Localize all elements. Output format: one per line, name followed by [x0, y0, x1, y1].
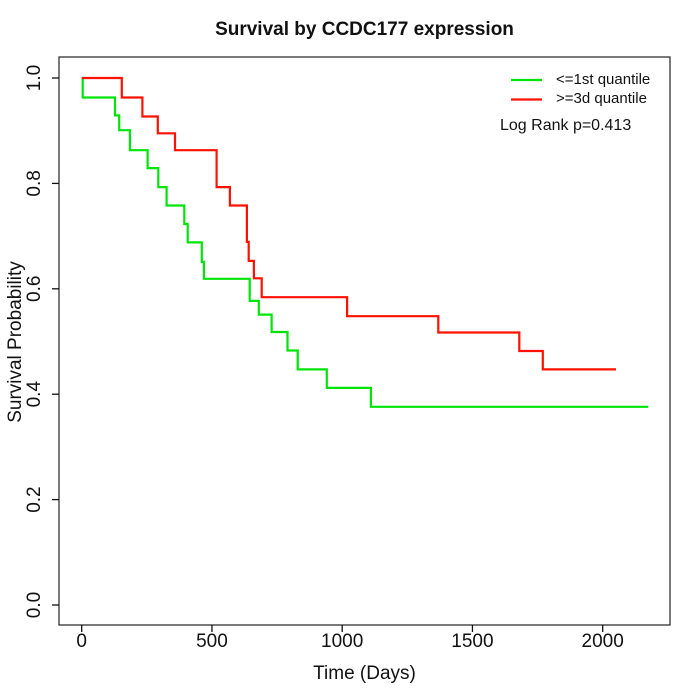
y-tick-label: 0.4	[24, 381, 45, 408]
x-axis-label: Time (Days)	[313, 663, 416, 684]
x-tick-label: 1000	[321, 631, 363, 652]
survival-curve-first-quantile	[81, 76, 649, 408]
y-tick-label: 0.2	[24, 486, 45, 512]
legend-label-third-quantile: >=3d quantile	[556, 90, 647, 107]
x-tick-label: 0	[76, 631, 87, 652]
chart-title: Survival by CCDC177 expression	[215, 19, 514, 40]
y-tick-label: 0.0	[24, 592, 45, 618]
plot-box	[58, 56, 671, 626]
y-tick-label: 0.8	[24, 170, 45, 196]
x-tick-label: 500	[196, 631, 228, 652]
x-tick-label: 1500	[451, 631, 493, 652]
legend-label-first-quantile: <=1st quantile	[556, 71, 651, 88]
log-rank-annotation: Log Rank p=0.413	[500, 117, 632, 134]
y-tick-label: 1.0	[24, 65, 45, 91]
y-tick-label: 0.6	[24, 276, 45, 302]
x-tick-label: 2000	[582, 631, 624, 652]
survival-curve-third-quantile	[81, 76, 616, 371]
y-axis-label: Survival Probability	[5, 261, 26, 423]
